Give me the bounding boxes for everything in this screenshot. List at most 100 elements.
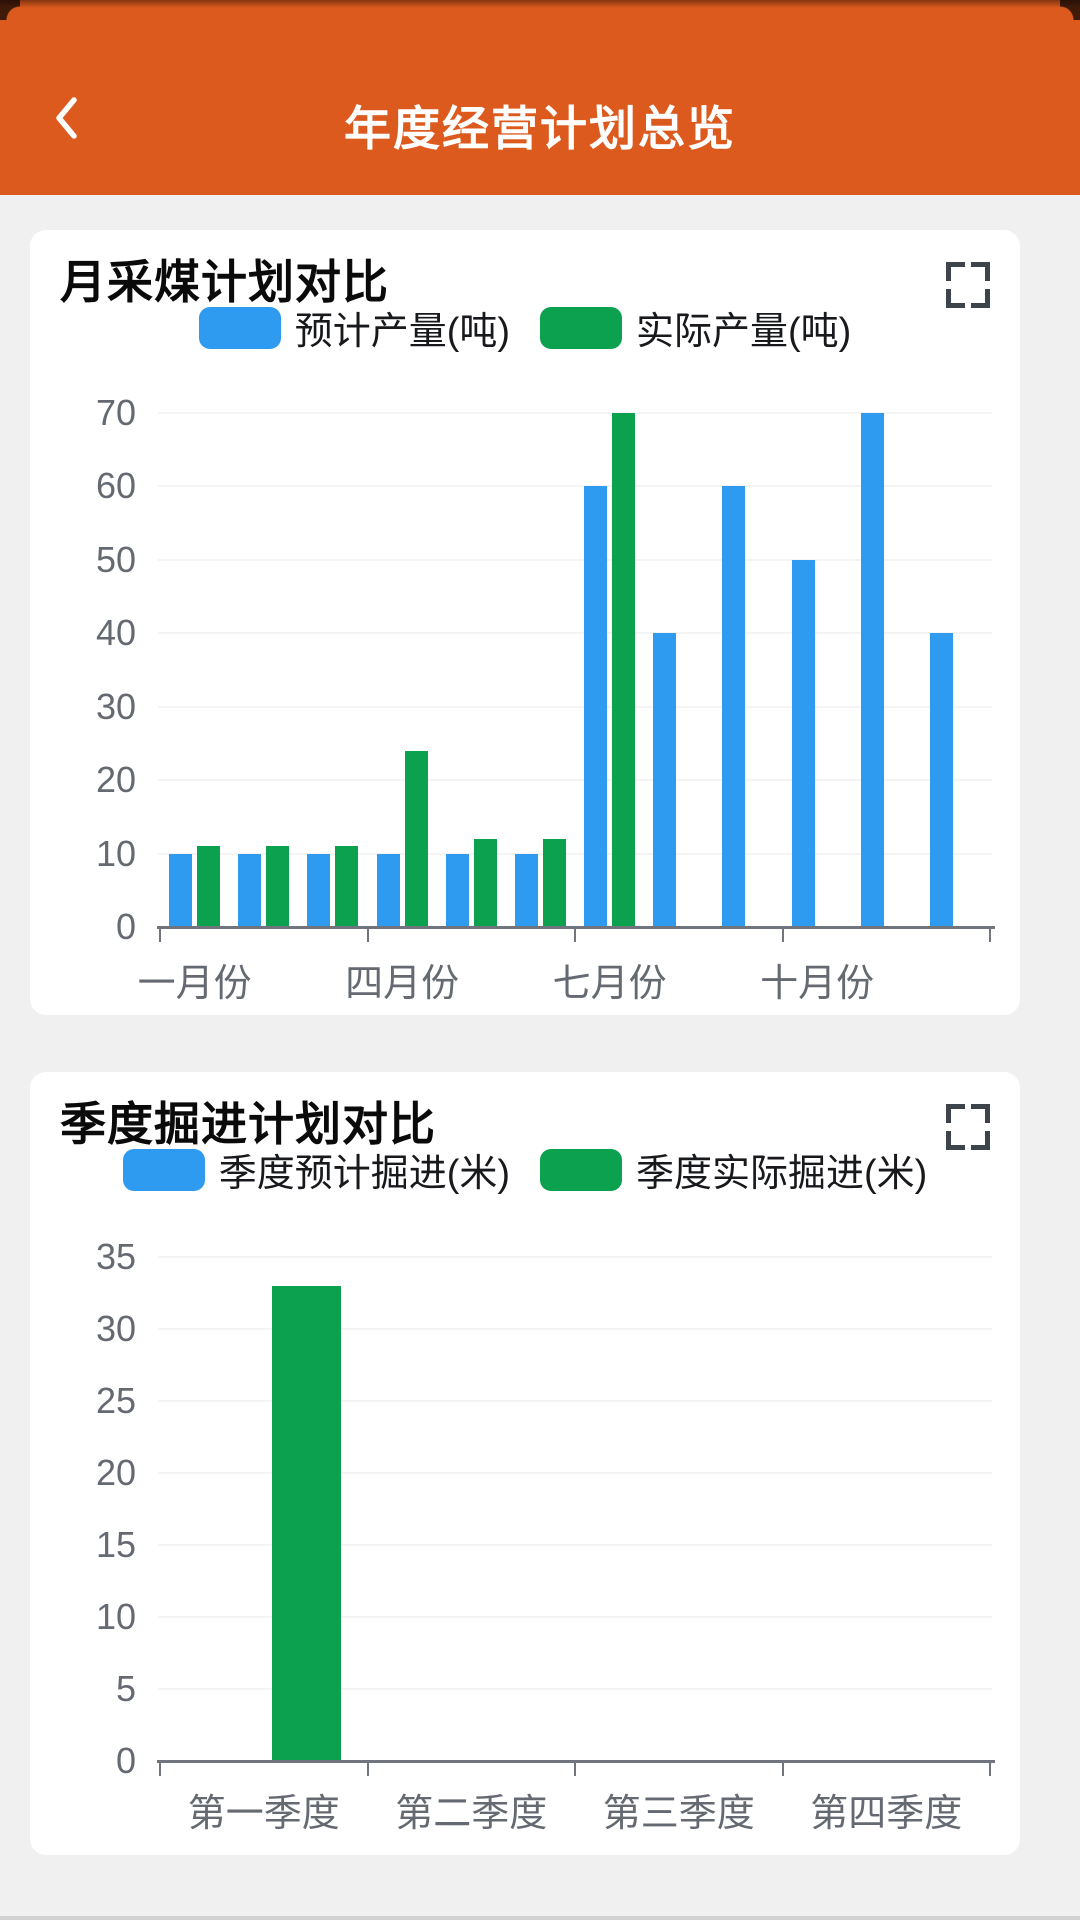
legend-swatch-green (540, 1148, 622, 1191)
x-axis-label: 第一季度 (187, 1793, 340, 1835)
bar-四月份-预计产量(吨)[interactable] (376, 853, 400, 927)
y-axis-label: 5 (115, 1668, 136, 1709)
card-quarterly-excavation-plan: 季度掘进计划对比 季度预计掘进(米) 季度实际掘进(米) 0 5 10 15 20 25 3… (30, 1072, 1020, 1855)
x-axis-line (157, 1760, 995, 1763)
x-axis-tick (989, 929, 991, 942)
x-axis-tick (159, 929, 161, 942)
x-axis-line (157, 926, 995, 929)
bar-三月份-实际产量(吨)[interactable] (335, 846, 359, 927)
gridline (158, 779, 992, 781)
y-axis-label: 20 (95, 1452, 136, 1493)
y-axis-label: 0 (115, 906, 136, 947)
bar-七月份-实际产量(吨)[interactable] (612, 413, 636, 927)
x-axis-label: 一月份 (137, 963, 252, 1005)
gridline (158, 1472, 992, 1474)
legend-label: 季度实际掘进(米) (636, 1153, 928, 1195)
bar-七月份-预计产量(吨)[interactable] (584, 486, 608, 927)
x-axis-tick (989, 1763, 991, 1776)
chart-legend: 预计产量(吨) 实际产量(吨) (30, 300, 1020, 355)
bar-一月份-实际产量(吨)[interactable] (197, 846, 221, 927)
legend-item-expected[interactable]: 季度预计掘进(米) (122, 1142, 510, 1197)
y-axis-label: 30 (95, 686, 136, 727)
bar-五月份-实际产量(吨)[interactable] (473, 838, 497, 927)
y-axis-label: 10 (95, 833, 136, 874)
gridline (158, 1400, 992, 1402)
app-header: 年度经营计划总览 (0, 0, 1080, 195)
x-axis-tick (574, 929, 576, 942)
fullscreen-icon (946, 262, 965, 281)
legend-label: 季度预计掘进(米) (218, 1153, 510, 1195)
x-axis-label: 第三季度 (602, 1793, 755, 1835)
bar-二月份-实际产量(吨)[interactable] (266, 846, 290, 927)
gridline (158, 1616, 992, 1618)
y-axis-label: 35 (95, 1236, 136, 1277)
bar-chart-monthly-coal: 0 10 20 30 40 50 60 70 一月份 四月份 七月份 十月份 (30, 230, 1020, 1015)
x-axis-label: 四月份 (345, 963, 460, 1005)
bar-十月份-预计产量(吨)[interactable] (791, 559, 815, 927)
x-axis-label: 七月份 (552, 963, 667, 1005)
y-axis-label: 60 (95, 465, 136, 506)
legend-swatch-blue (198, 306, 281, 349)
bar-四月份-实际产量(吨)[interactable] (404, 750, 428, 927)
gridline (158, 706, 992, 708)
fullscreen-button[interactable] (946, 1104, 990, 1150)
chart-title-quarterly: 季度掘进计划对比 (60, 1098, 436, 1150)
x-axis-tick (159, 1763, 161, 1776)
gridline (158, 853, 992, 855)
y-axis-label: 25 (95, 1380, 136, 1421)
y-axis-label: 15 (95, 1524, 136, 1565)
gridline (158, 632, 992, 634)
back-chevron-icon (56, 97, 77, 139)
fullscreen-button[interactable] (946, 262, 990, 308)
bar-十二月份-预计产量(吨)[interactable] (929, 633, 953, 927)
x-axis-tick (781, 1763, 784, 1776)
gridline (158, 1256, 992, 1258)
x-axis-tick (366, 1763, 369, 1776)
back-button[interactable] (34, 78, 98, 158)
legend-label: 实际产量(吨) (636, 311, 852, 353)
legend-item-actual[interactable]: 实际产量(吨) (540, 300, 851, 355)
bar-二月份-预计产量(吨)[interactable] (238, 853, 262, 927)
y-axis-label: 40 (95, 612, 136, 653)
bar-三月份-预计产量(吨)[interactable] (307, 853, 331, 927)
x-axis-tick (366, 929, 369, 942)
fullscreen-icon (946, 1104, 965, 1123)
y-axis-label: 10 (95, 1596, 136, 1637)
legend-item-expected[interactable]: 预计产量(吨) (198, 300, 510, 355)
bar-五月份-预计产量(吨)[interactable] (445, 853, 469, 927)
x-axis-tick (574, 1763, 576, 1776)
bar-八月份-预计产量(吨)[interactable] (653, 633, 677, 927)
x-axis-label: 第四季度 (810, 1793, 963, 1835)
bar-chart-quarterly-excavation: 0 5 10 15 20 25 30 35 第一季度 第二季度 第三季度 第四季度 (30, 1072, 1020, 1855)
legend-swatch-green (540, 306, 622, 349)
gridline (158, 1328, 992, 1330)
x-axis-label: 第二季度 (395, 1793, 548, 1835)
y-axis-label: 70 (95, 392, 136, 433)
bar-十一月份-预计产量(吨)[interactable] (860, 413, 884, 927)
legend-label: 预计产量(吨) (294, 311, 510, 353)
bar-一月份-预计产量(吨)[interactable] (169, 853, 193, 927)
bar-九月份-预计产量(吨)[interactable] (722, 486, 746, 927)
y-axis-label: 50 (95, 539, 136, 580)
gridline (158, 559, 992, 561)
screen-bottom-edge (0, 1916, 1080, 1920)
x-axis-tick (781, 929, 784, 942)
gridline (158, 485, 992, 487)
gridline (158, 412, 992, 414)
chart-title-monthly: 月采煤计划对比 (60, 256, 389, 308)
y-axis-label: 0 (115, 1740, 136, 1781)
gridline (158, 1688, 992, 1690)
x-axis-label: 十月份 (760, 963, 875, 1005)
legend-swatch-blue (122, 1148, 205, 1191)
gridline (158, 1544, 992, 1546)
card-monthly-coal-plan: 月采煤计划对比 预计产量(吨) 实际产量(吨) 0 10 20 30 40 50 60 70 一… (30, 230, 1020, 1015)
bar-第一季度-季度实际掘进(米)[interactable] (271, 1285, 341, 1761)
y-axis-label: 20 (95, 759, 136, 800)
page-title: 年度经营计划总览 (344, 102, 736, 155)
chart-legend: 季度预计掘进(米) 季度实际掘进(米) (30, 1142, 1020, 1197)
y-axis-label: 30 (95, 1308, 136, 1349)
bar-六月份-预计产量(吨)[interactable] (514, 853, 538, 927)
legend-item-actual[interactable]: 季度实际掘进(米) (540, 1142, 927, 1197)
bar-六月份-实际产量(吨)[interactable] (542, 838, 566, 927)
